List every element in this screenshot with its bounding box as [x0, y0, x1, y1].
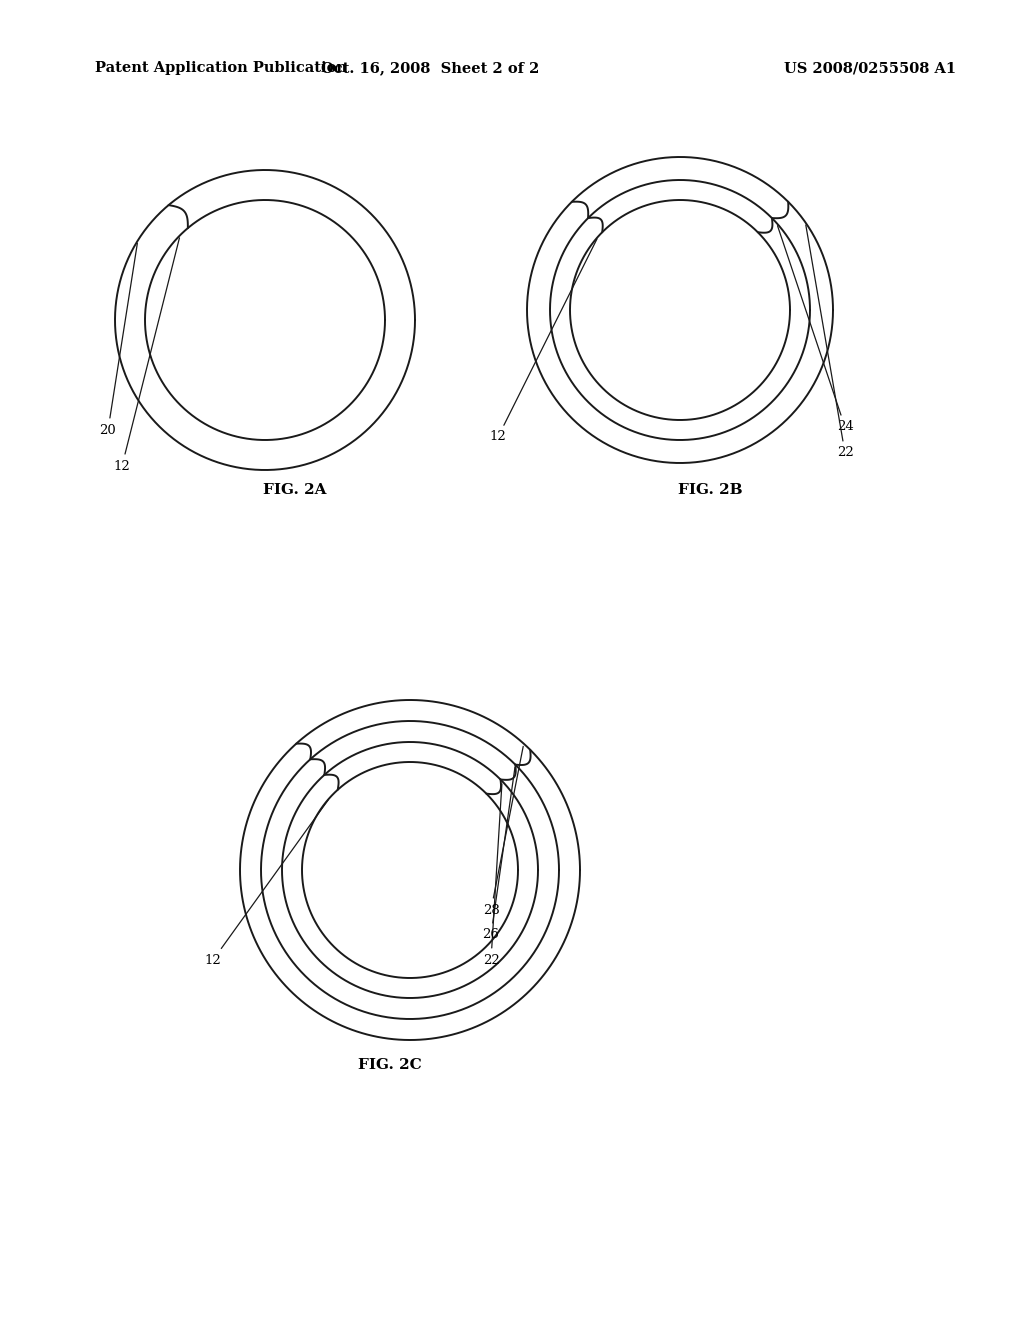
Text: 20: 20	[99, 243, 137, 437]
Text: FIG. 2B: FIG. 2B	[678, 483, 742, 498]
Text: 26: 26	[482, 767, 515, 941]
Text: Patent Application Publication: Patent Application Publication	[95, 61, 347, 75]
Text: FIG. 2A: FIG. 2A	[263, 483, 327, 498]
Text: 28: 28	[482, 746, 523, 916]
Text: 12: 12	[114, 238, 179, 473]
Text: Oct. 16, 2008  Sheet 2 of 2: Oct. 16, 2008 Sheet 2 of 2	[321, 61, 540, 75]
Text: US 2008/0255508 A1: US 2008/0255508 A1	[784, 61, 956, 75]
Text: 12: 12	[205, 800, 328, 966]
Text: FIG. 2C: FIG. 2C	[358, 1059, 422, 1072]
Text: 24: 24	[777, 226, 853, 433]
Text: 22: 22	[482, 784, 502, 966]
Text: 12: 12	[489, 239, 597, 444]
Text: 22: 22	[806, 224, 853, 459]
